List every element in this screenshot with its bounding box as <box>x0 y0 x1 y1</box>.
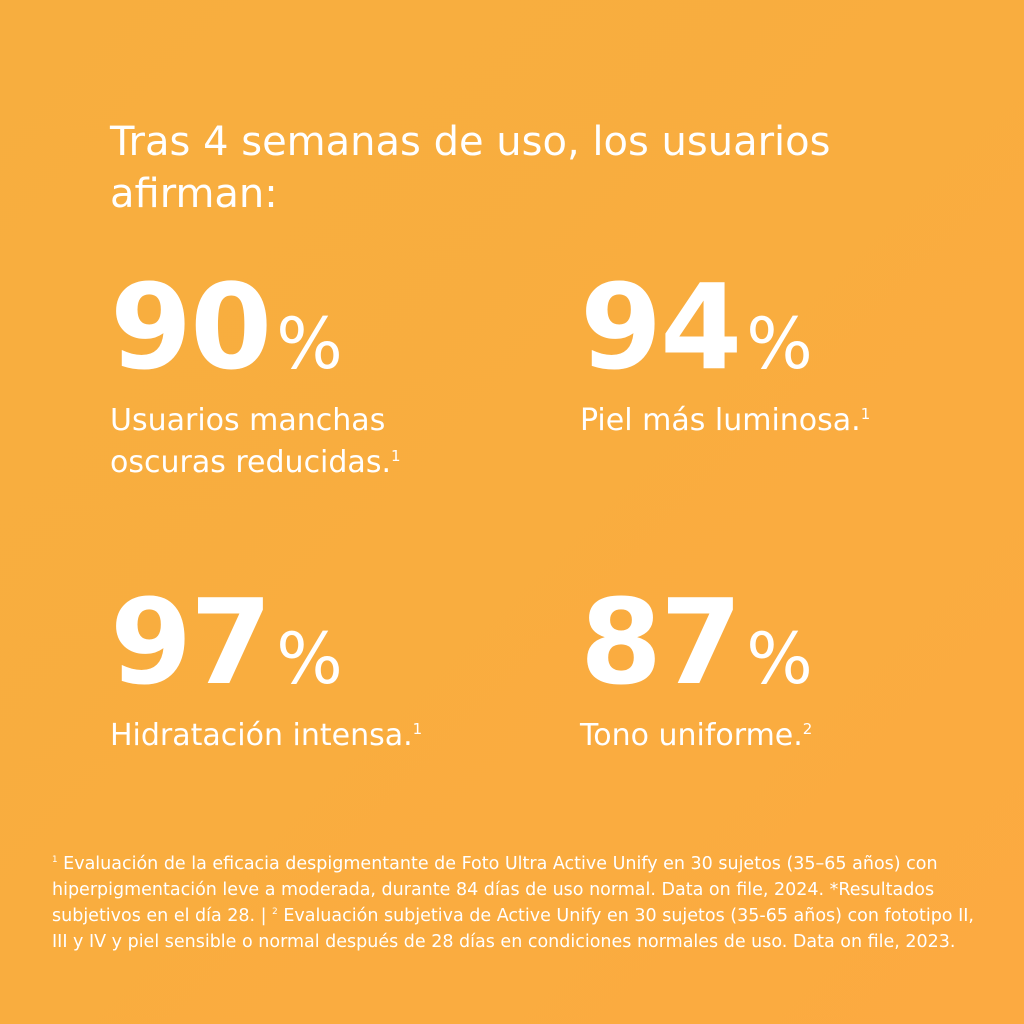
stat: 90% Usuarios manchas oscuras reducidas.1 <box>110 268 550 484</box>
stat-number: 94 <box>580 258 742 396</box>
stat: 94% Piel más luminosa.1 <box>580 268 1020 442</box>
label-text: Piel más luminosa. <box>580 403 861 438</box>
stat-label-line: Hidratación intensa.1 <box>110 715 550 757</box>
stat-number: 90 <box>110 258 272 396</box>
label-text: Usuarios manchas <box>110 403 386 438</box>
footnote-ref: 2 <box>802 720 813 738</box>
stat-label: Usuarios manchas oscuras reducidas.1 <box>110 400 550 484</box>
stat-value: 87% <box>580 583 1020 701</box>
footnote-ref: 1 <box>860 405 871 423</box>
stat-value: 97% <box>110 583 550 701</box>
footnote-ref: 1 <box>391 447 401 465</box>
stat-number: 87 <box>580 573 742 711</box>
stat-label: Piel más luminosa.1 <box>580 400 1020 442</box>
title-line: afirman: <box>110 171 278 217</box>
stat-label: Hidratación intensa.1 <box>110 715 550 757</box>
stat: 87% Tono uniforme.2 <box>580 583 1020 757</box>
footnote-marker: 1 <box>52 855 58 866</box>
label-text: Tono uniforme. <box>580 718 803 753</box>
stat: 97% Hidratación intensa.1 <box>110 583 550 757</box>
stat-label-line: oscuras reducidas.1 <box>110 442 550 484</box>
footnote-text: Evaluación subjetiva de Active Unify en … <box>52 906 974 952</box>
footnote-marker: 2 <box>272 907 278 918</box>
stat-unit: % <box>746 303 813 385</box>
stat-unit: % <box>276 618 343 700</box>
stat-label-line: Usuarios manchas <box>110 400 550 442</box>
stat-unit: % <box>276 303 343 385</box>
label-text: oscuras reducidas. <box>110 445 391 480</box>
stat-value: 94% <box>580 268 1020 386</box>
footnote-ref: 1 <box>412 720 423 738</box>
footnote: 1 Evaluación de la eficacia despigmentan… <box>52 851 977 955</box>
title-line: Tras 4 semanas de uso, los usuarios <box>110 119 831 165</box>
footnote-text: Evaluación de la eficacia despigmentante… <box>52 854 938 926</box>
stat-label: Tono uniforme.2 <box>580 715 1020 757</box>
label-text: Hidratación intensa. <box>110 718 413 753</box>
title: Tras 4 semanas de uso, los usuarios afir… <box>110 116 830 220</box>
stat-unit: % <box>746 618 813 700</box>
stat-value: 90% <box>110 268 550 386</box>
stat-label-line: Tono uniforme.2 <box>580 715 1020 757</box>
stat-number: 97 <box>110 573 272 711</box>
stat-label-line: Piel más luminosa.1 <box>580 400 1020 442</box>
